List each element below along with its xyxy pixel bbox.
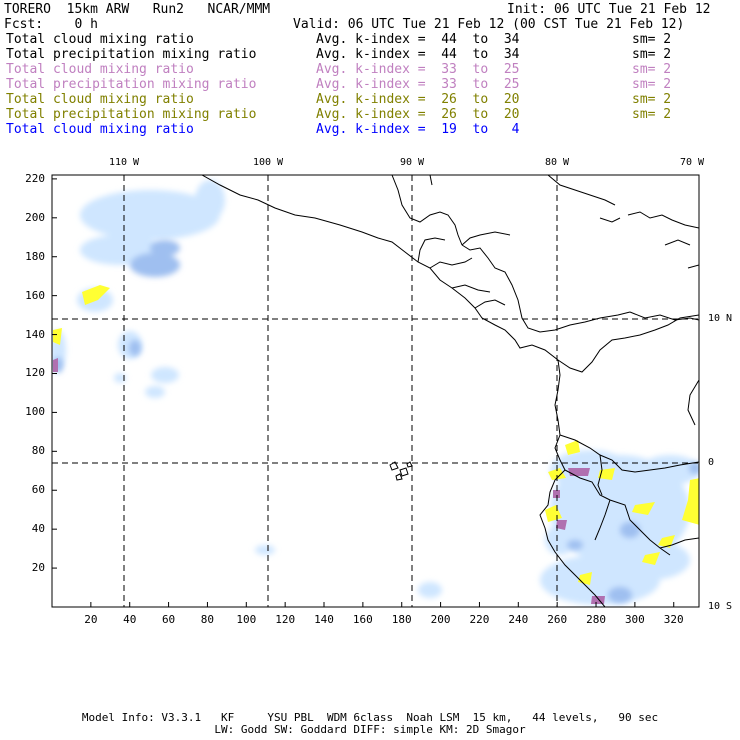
y-tick-label: 80 <box>31 444 45 458</box>
legend-stat: Avg. k-index = 26 to 20 <box>316 107 520 122</box>
lon-label-100w: 100 W <box>252 157 284 168</box>
lat-label-10s: 10 S <box>708 601 733 612</box>
x-tick-label: 40 <box>123 613 137 626</box>
cloud-field <box>52 180 699 605</box>
init-time: Init: 06 UTC Tue 21 Feb 12 <box>507 2 711 17</box>
x-tick-label: 300 <box>624 613 645 626</box>
y-tick-label: 40 <box>31 522 45 536</box>
legend-field: Total precipitation mixing ratio <box>6 107 257 122</box>
legend-stat: Avg. k-index = 19 to 4 <box>316 122 520 137</box>
y-tick-label: 60 <box>31 483 45 497</box>
y-tick-label: 220 <box>25 171 45 185</box>
physics-info: LW: Godd SW: Goddard DIFF: simple KM: 2D… <box>214 723 526 736</box>
legend-stat: Avg. k-index = 33 to 25 <box>316 77 520 92</box>
forecast-hour: Fcst: 0 h <box>4 17 98 32</box>
legend-row: Total cloud mixing ratio Avg. k-index = 2… <box>0 92 740 107</box>
legend-field: Total precipitation mixing ratio <box>6 77 257 92</box>
legend-smoothing: sm= 2 <box>632 107 672 122</box>
x-tick-label: 240 <box>508 613 529 626</box>
model-title: TORERO 15km ARW Run2 NCAR/MMM <box>4 2 271 17</box>
model-info: Model Info: V3.3.1 KF YSU PBL WDM 6class… <box>81 711 659 724</box>
x-tick-label: 80 <box>200 613 215 626</box>
lon-label-80w: 80 W <box>544 157 570 168</box>
y-tick-label: 140 <box>25 327 45 341</box>
legend-row: Total precipitation mixing ratio Avg. k-i… <box>0 47 740 62</box>
x-tick-label: 120 <box>275 613 296 626</box>
x-tick-label: 20 <box>84 613 98 626</box>
legend-row: Total precipitation mixing ratio Avg. k-i… <box>0 107 740 122</box>
legend-stat: Avg. k-index = 26 to 20 <box>316 92 520 107</box>
legend-field: Total cloud mixing ratio <box>6 62 194 77</box>
legend-field: Total cloud mixing ratio <box>6 92 194 107</box>
legend-smoothing: sm= 2 <box>632 62 672 77</box>
legend-row: Total cloud mixing ratio Avg. k-index = 3… <box>0 62 740 77</box>
lat-label-10n: 10 N <box>708 313 733 324</box>
lon-label-90w: 90 W <box>399 157 425 168</box>
lon-label-70w: 70 W <box>679 157 705 168</box>
legend-field: Total precipitation mixing ratio <box>6 47 257 62</box>
map-frame <box>51 174 700 608</box>
legend-field: Total cloud mixing ratio <box>6 32 194 47</box>
y-tick-label: 20 <box>31 561 45 575</box>
x-tick-label: 160 <box>352 613 373 626</box>
y-tick-label: 160 <box>25 288 45 302</box>
legend-smoothing: sm= 2 <box>632 77 672 92</box>
valid-time: Valid: 06 UTC Tue 21 Feb 12 (00 CST Tue … <box>293 17 685 32</box>
legend-row: Total precipitation mixing ratio Avg. k-i… <box>0 77 740 92</box>
x-tick-label: 220 <box>469 613 490 626</box>
x-tick-label: 260 <box>547 613 568 626</box>
legend-stat: Avg. k-index = 33 to 25 <box>316 62 520 77</box>
x-tick-label: 140 <box>314 613 334 626</box>
x-tick-label: 320 <box>663 613 684 626</box>
legend-smoothing: sm= 2 <box>632 32 672 47</box>
lat-label-0: 0 <box>708 457 715 468</box>
graticule <box>52 175 699 607</box>
y-tick-label: 200 <box>25 210 45 224</box>
x-tick-label: 200 <box>430 613 451 626</box>
x-tick-label: 60 <box>161 613 176 626</box>
legend-row: Total cloud mixing ratio Avg. k-index = 4… <box>0 32 740 47</box>
legend-smoothing: sm= 2 <box>632 47 672 62</box>
y-tick-label: 120 <box>25 366 45 380</box>
legend-stat: Avg. k-index = 44 to 34 <box>316 32 520 47</box>
x-tick-label: 100 <box>236 613 257 626</box>
y-tick-label: 180 <box>25 249 45 263</box>
coastlines <box>201 175 699 607</box>
x-tick-label: 280 <box>586 613 606 626</box>
legend-row: Total cloud mixing ratio Avg. k-index = 1… <box>0 122 740 137</box>
lon-label-110w: 110 W <box>108 157 140 168</box>
legend-smoothing: sm= 2 <box>632 92 672 107</box>
legend-field: Total cloud mixing ratio <box>6 122 194 137</box>
legend-stat: Avg. k-index = 44 to 34 <box>316 47 520 62</box>
x-tick-label: 180 <box>391 613 412 626</box>
y-tick-label: 100 <box>25 405 45 419</box>
